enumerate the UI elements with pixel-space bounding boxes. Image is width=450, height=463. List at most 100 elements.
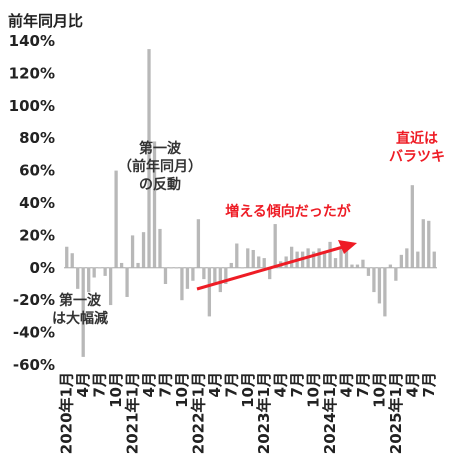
bar [399, 254, 403, 268]
annotation-first-wave-drop-line2: は大幅減 [52, 310, 108, 327]
x-tick-label: 10月 [107, 372, 125, 408]
annotation-rebound-line1: 第一波 [139, 140, 182, 157]
x-tick-label: 10月 [370, 372, 388, 408]
bar [81, 267, 85, 357]
bar [191, 267, 195, 281]
y-tick-label: 40% [19, 194, 55, 212]
x-tick-label: 2024年1月 [321, 372, 339, 454]
bar [103, 267, 107, 276]
bar [366, 267, 371, 276]
bar [394, 267, 398, 281]
bar [333, 258, 338, 268]
bar [76, 267, 80, 289]
bar [136, 262, 140, 268]
y-tick-label: 100% [9, 97, 55, 115]
bar [235, 243, 239, 268]
bar [350, 264, 354, 268]
x-tick-label: 7月 [156, 372, 174, 397]
bar [87, 267, 91, 293]
x-tick-label: 7月 [288, 372, 306, 397]
y-tick-label: 120% [9, 64, 55, 82]
x-tick-label: 4月 [403, 372, 421, 397]
bar [322, 251, 327, 268]
bar [229, 262, 233, 268]
bar [169, 267, 173, 269]
bar [344, 248, 349, 268]
trend-arrow-head [338, 240, 357, 254]
bar [328, 241, 332, 268]
x-tick-label: 2020年1月 [58, 372, 76, 454]
y-tick-label: 0% [30, 259, 55, 277]
bar [432, 251, 436, 268]
y-axis: 140% 120% 100% 80% 60% 40% 20% 0% -20% -40% -60% [9, 32, 55, 374]
bar [427, 220, 431, 268]
x-tick-label: 7月 [354, 372, 372, 397]
bar [383, 267, 387, 317]
bar [268, 267, 272, 280]
bar [218, 267, 222, 293]
bar [196, 219, 201, 268]
x-tick-label: 4月 [337, 372, 355, 397]
y-axis-title: 前年同月比 [8, 12, 83, 30]
x-tick-label: 10月 [173, 372, 191, 408]
bar [311, 251, 316, 268]
bar [372, 267, 376, 293]
bar [240, 267, 244, 269]
y-tick-label: 140% [9, 32, 55, 50]
y-tick-label: -60% [13, 356, 55, 374]
bar [262, 258, 266, 268]
bar [65, 246, 69, 268]
bar [339, 246, 343, 268]
bar [202, 267, 206, 280]
bar [361, 259, 365, 268]
y-tick-label: 80% [19, 129, 55, 147]
y-tick-label: -20% [13, 291, 55, 309]
x-tick-label: 2023年1月 [255, 372, 273, 454]
x-tick-label: 2021年1月 [124, 372, 142, 454]
bar [416, 251, 420, 268]
bar [213, 267, 217, 284]
annotation-recent-line2: バラツキ [389, 149, 445, 165]
bar [388, 264, 393, 268]
bar [147, 49, 151, 268]
bar [207, 267, 212, 317]
bar [377, 267, 382, 304]
bar [163, 267, 168, 284]
x-tick-label: 7月 [222, 372, 240, 397]
bar [273, 224, 277, 268]
bar [152, 141, 157, 268]
annotation-first-wave-rebound: 第一波 （前年同月） の反動 [118, 140, 202, 193]
bar [410, 185, 414, 268]
annotation-recent: 直近は バラツキ [389, 130, 445, 165]
x-tick-label: 4月 [206, 372, 224, 397]
x-tick-label: 7月 [91, 372, 109, 397]
bar [130, 235, 135, 268]
annotation-first-wave-drop: 第一波 は大幅減 [52, 292, 108, 327]
bar [119, 262, 124, 268]
bar [317, 248, 321, 268]
trend-arrow-line [196, 245, 344, 291]
bar [224, 267, 228, 284]
bar [125, 267, 129, 297]
bar [70, 253, 74, 268]
bar [174, 267, 179, 269]
x-tick-label: 2025年1月 [387, 372, 405, 454]
annotation-recent-line1: 直近は [396, 130, 438, 147]
x-tick-label: 2022年1月 [189, 372, 207, 454]
x-axis: 2020年1月4月7月10月2021年1月4月7月10月2022年1月4月7月1… [58, 372, 438, 454]
bar [92, 267, 96, 278]
annotation-trend: 増える傾向だったが [196, 203, 357, 291]
bar [180, 267, 184, 301]
bar [289, 246, 294, 268]
bar [355, 264, 360, 268]
annotation-trend-label: 増える傾向だったが [225, 203, 352, 220]
x-tick-label: 4月 [272, 372, 290, 397]
x-tick-label: 4月 [74, 372, 92, 397]
bar [108, 267, 113, 306]
x-tick-label: 10月 [305, 372, 323, 408]
bar [141, 232, 146, 268]
bar [114, 170, 118, 268]
bar [257, 256, 261, 268]
